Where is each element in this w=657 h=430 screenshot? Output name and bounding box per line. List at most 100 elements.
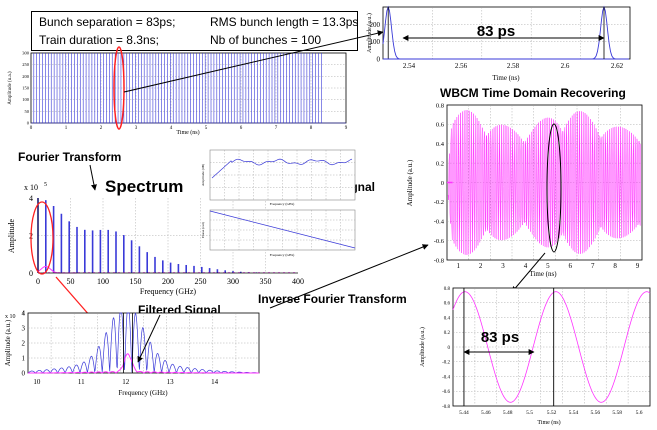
bunch-train-xtick: 5 — [205, 126, 208, 131]
zoom-bunches-xtick: 2.54 — [403, 62, 416, 70]
zoom-bunches-xtick: 2.62 — [611, 62, 624, 70]
spectrum-xtick: 0 — [36, 277, 40, 286]
wbcm-phase-xlabel: Frequency (GHz) — [270, 253, 295, 257]
zoom-sine-trace — [452, 291, 651, 403]
zoom-bunches-ytick: 0 — [377, 55, 381, 63]
bunch-train-ytick: 0 — [27, 121, 30, 126]
time-domain-highlight-ellipse — [546, 123, 562, 253]
filtered-signal-arrow — [137, 314, 161, 363]
fourier-transform-label: Fourier Transform — [18, 150, 122, 164]
spectrum-exponent-power: 5 — [44, 182, 47, 188]
spacing-label-top: 83 ps — [477, 23, 515, 40]
bunch-train-xlabel: Time (ns) — [176, 129, 199, 136]
zoom-bunches-xtick: 2.6 — [561, 62, 570, 70]
time-domain-ytick: 0.6 — [436, 122, 445, 129]
zoom-sine-ytick: 0.4 — [444, 316, 451, 321]
time-domain-ylabel: Amplitude (a.u.) — [406, 159, 414, 206]
spectrum-xtick: 100 — [97, 277, 109, 286]
time-domain-xtick: 9 — [636, 262, 640, 270]
bunch-train-xtick: 8 — [310, 126, 313, 131]
spectrum-ytick: 4 — [29, 194, 33, 203]
spectrum-xlabel: Frequency (GHz) — [140, 287, 197, 296]
zoom-sine-xlabel: Time (ns) — [537, 419, 560, 426]
spectrum-xtick: 400 — [292, 277, 304, 286]
parameters-box: Bunch separation = 83ps; RMS bunch lengt… — [31, 11, 358, 51]
zoom-sine-ylabel: Amplitude (a.u.) — [419, 327, 426, 367]
bunch-train-xtick: 0 — [30, 126, 33, 131]
spectrum-xtick: 350 — [260, 277, 272, 286]
inverse-fourier-label: Inverse Fourier Transform — [258, 292, 407, 306]
bunch-train-ylabel: Amplitude (u.a.) — [8, 71, 13, 105]
zoom-bunches-xlabel: Time (ns) — [492, 74, 520, 82]
filtered-xtick: 12 — [122, 378, 130, 386]
bunch-train-xtick: 1 — [65, 126, 68, 131]
zoom-sine-xtick: 5.56 — [590, 410, 600, 416]
time-domain-chart: 1 2 3 4 5 6 7 8 9 0.8 0.6 0.4 0.2 0 -0.2 -0.4 -0.6 -0.8 A… — [406, 102, 643, 278]
spectrum-filter-curve — [37, 265, 77, 274]
bunch-train-ytick: 100 — [22, 97, 30, 102]
time-domain-ytick: -0.4 — [434, 219, 445, 226]
time-domain-xtick: 2 — [479, 262, 483, 270]
zoom-sine-ytick: -0.4 — [442, 375, 450, 380]
time-domain-ytick: 0.8 — [436, 102, 444, 109]
wbcm-phase-ylabel: Phase (rad) — [201, 221, 205, 238]
zoom-arrow — [123, 30, 384, 93]
zoom-sine-xtick: 5.44 — [459, 410, 469, 416]
bunch-separation-text: Bunch separation = 83ps; — [39, 15, 176, 29]
filtered-xlabel: Frequency (GHz) — [118, 389, 168, 397]
train-duration-text: Train duration = 8.3ns; — [39, 33, 159, 47]
time-domain-ytick: -0.8 — [434, 257, 444, 264]
time-domain-xtick: 7 — [591, 262, 595, 270]
zoom-sine-ytick: 0.2 — [444, 331, 451, 336]
time-domain-xtick: 1 — [456, 262, 460, 270]
wbcm-phase-chart: Phase (rad) Frequency (GHz) — [201, 209, 356, 257]
time-domain-xtick: 8 — [613, 262, 617, 270]
filtered-ytick: 3 — [22, 324, 26, 332]
filtered-ytick: 0 — [22, 369, 26, 377]
zoom-sine-ytick: -0.2 — [442, 361, 450, 366]
time-domain-trace — [447, 110, 641, 255]
zoom-sine-xtick: 5.54 — [569, 410, 579, 416]
filtered-exponent-power: 4 — [22, 311, 25, 316]
time-domain-xtick: 4 — [524, 262, 528, 270]
zoom-bunches-xtick: 2.58 — [507, 62, 520, 70]
zoom-sine-xtick: 5.52 — [547, 410, 557, 416]
zoom-sine-ytick: 0.8 — [444, 287, 451, 292]
bunch-train-xtick: 6 — [240, 126, 243, 131]
time-domain-xtick: 6 — [569, 262, 573, 270]
filtered-magenta-trace — [27, 353, 259, 374]
bunch-train-xtick: 3 — [135, 126, 138, 131]
bunch-train-xtick: 7 — [275, 126, 278, 131]
time-domain-ytick: -0.2 — [434, 199, 444, 206]
time-domain-ytick: 0.4 — [436, 141, 445, 148]
wbcm-amplitude-chart: Amplitude (dB) Frequency (GHz) — [201, 149, 356, 206]
filtered-ytick: 1 — [22, 354, 26, 362]
spectrum-ytick: 0 — [29, 269, 33, 278]
spectrum-xtick: 200 — [162, 277, 174, 286]
filtered-xtick: 14 — [211, 378, 219, 386]
zoom-sine-xtick: 5.6 — [636, 410, 643, 416]
bunch-train-ytick: 300 — [22, 51, 30, 56]
spectrum-xtick: 300 — [227, 277, 239, 286]
zoom-sine-xtick: 5.46 — [481, 410, 491, 416]
spectrum-label: Spectrum — [105, 177, 184, 196]
zoom-sine-ytick: -0.8 — [442, 405, 450, 410]
zoom-sine-ytick: 0 — [448, 346, 451, 351]
spectrum-ylabel: Amplitude — [7, 218, 16, 253]
filtered-xtick: 11 — [78, 378, 85, 386]
spectrum-xtick: 150 — [130, 277, 142, 286]
bunch-train-xtick: 4 — [170, 126, 173, 131]
fourier-arrow — [89, 164, 97, 191]
zoom-sine-arrow — [511, 252, 546, 293]
zoom-sine-ytick: -0.6 — [442, 390, 450, 395]
zoom-bunches-ylabel: Amplitude (a.u.) — [366, 13, 373, 53]
inverse-fourier-arrow — [269, 244, 429, 309]
spectrum-highlight-ellipse — [30, 201, 54, 275]
bunch-train-xtick: 9 — [345, 126, 348, 131]
zoom-bunches-chart: 2.54 2.56 2.58 2.6 2.62 0 100 200 Amplitude (a.… — [366, 5, 631, 82]
zoom-bunches-ytick: 200 — [370, 21, 381, 29]
bunch-highlight-ellipse — [113, 46, 125, 130]
